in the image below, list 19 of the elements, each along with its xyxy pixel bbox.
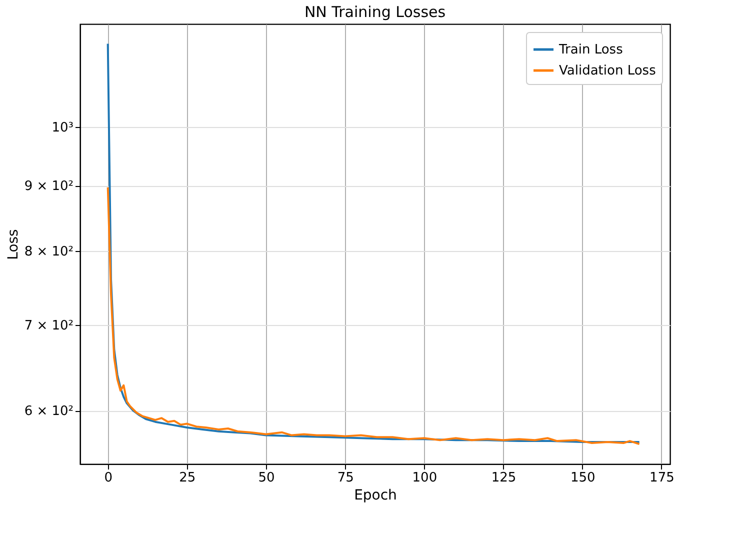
- x-axis-title: Epoch: [354, 488, 397, 504]
- x-tick-label: 150: [570, 470, 596, 486]
- y-tick-label: 7 × 10²: [24, 318, 74, 334]
- x-tick-label: 50: [258, 470, 275, 486]
- y-axis-title: Loss: [5, 229, 22, 260]
- x-tick-label: 25: [179, 470, 196, 486]
- legend-label: Validation Loss: [559, 64, 656, 78]
- y-tick-label: 9 × 10²: [24, 179, 74, 194]
- x-tick-label: 0: [104, 470, 112, 486]
- x-tick-label: 125: [491, 470, 516, 486]
- x-tick-label: 75: [337, 470, 354, 486]
- legend-label: Train Loss: [558, 42, 624, 58]
- x-tick-label: 175: [650, 470, 674, 486]
- x-tick-label: 100: [412, 470, 438, 486]
- chart-title: NN Training Losses: [304, 3, 446, 21]
- line-series: [106, 186, 640, 445]
- y-tick-label: 10³: [52, 120, 74, 136]
- y-tick-label: 6 × 10²: [24, 404, 74, 420]
- y-tick-label: 8 × 10²: [24, 244, 74, 260]
